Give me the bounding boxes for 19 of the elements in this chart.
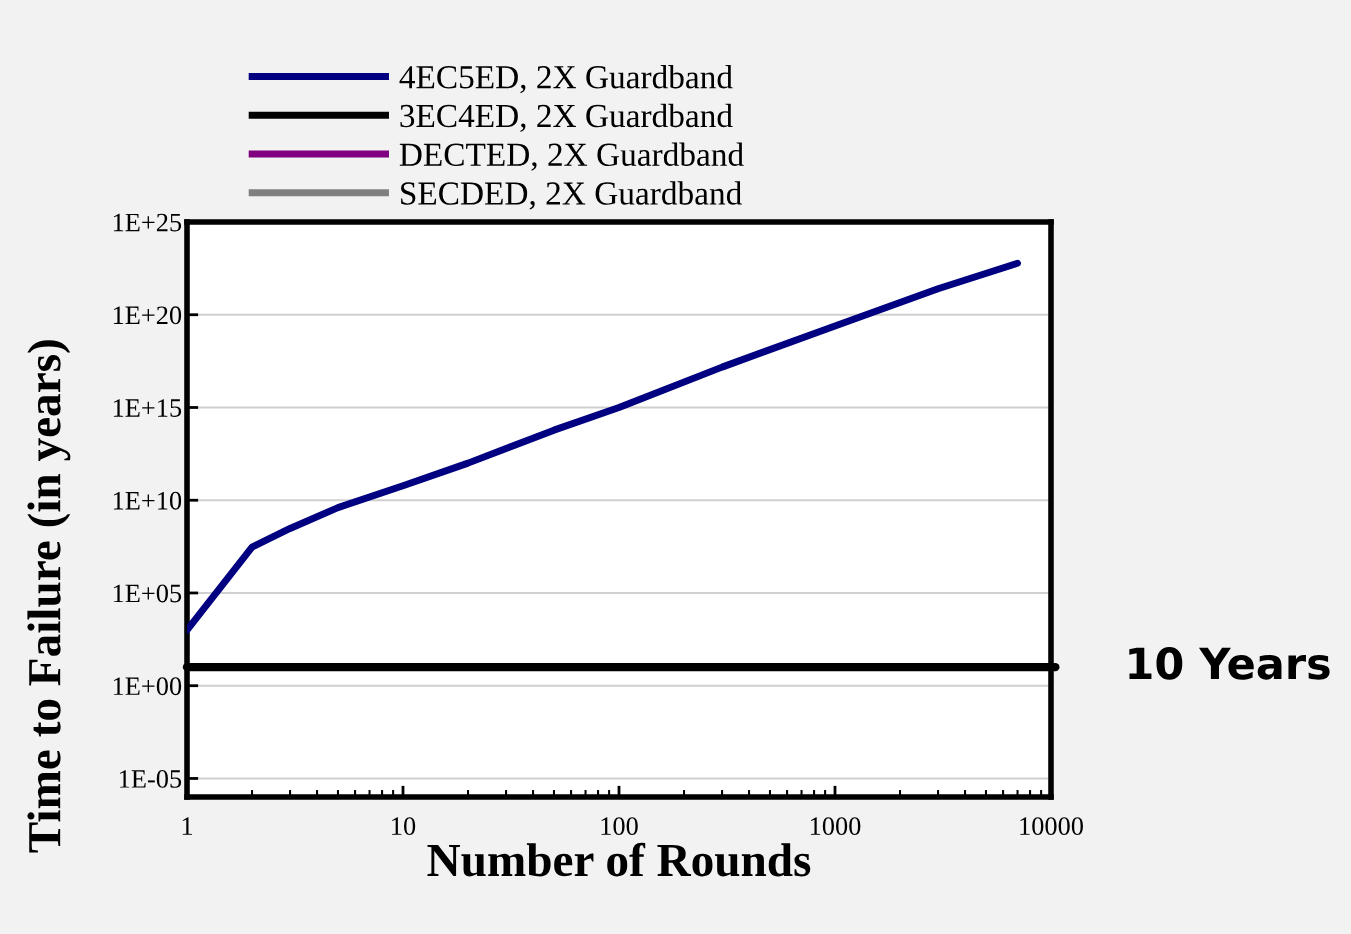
legend-label: 3EC4ED, 2X Guardband [400,103,733,133]
x-tick-label: 10000 [1020,817,1083,836]
y-tick-label: 1E+00 [113,677,182,696]
legend-label: DECTED, 2X Guardband [399,142,744,171]
y-tick-label: 1E-05 [119,770,182,788]
legend-label: 4EC5ED, 2X Guardband [399,65,733,94]
y-tick-label: 1E+25 [113,213,182,232]
x-tick-label: 100 [601,817,638,836]
x-tick-label: 1000 [810,817,861,836]
y-tick-label: 1E+20 [113,306,182,325]
y-tick-label: 1E+10 [113,491,182,510]
y-tick-label: 1E+05 [113,584,182,603]
legend-label: SECDED, 2X Guardband [401,181,742,210]
x-tick-label: 1 [182,817,193,835]
x-tick-label: 10 [392,817,416,836]
ref-line-label: 10 Years [1129,647,1330,680]
y-axis-title: Time to Failure (in years) [27,340,71,853]
x-axis-title: Number of Rounds [427,842,811,877]
y-tick-label: 1E+15 [113,399,182,417]
